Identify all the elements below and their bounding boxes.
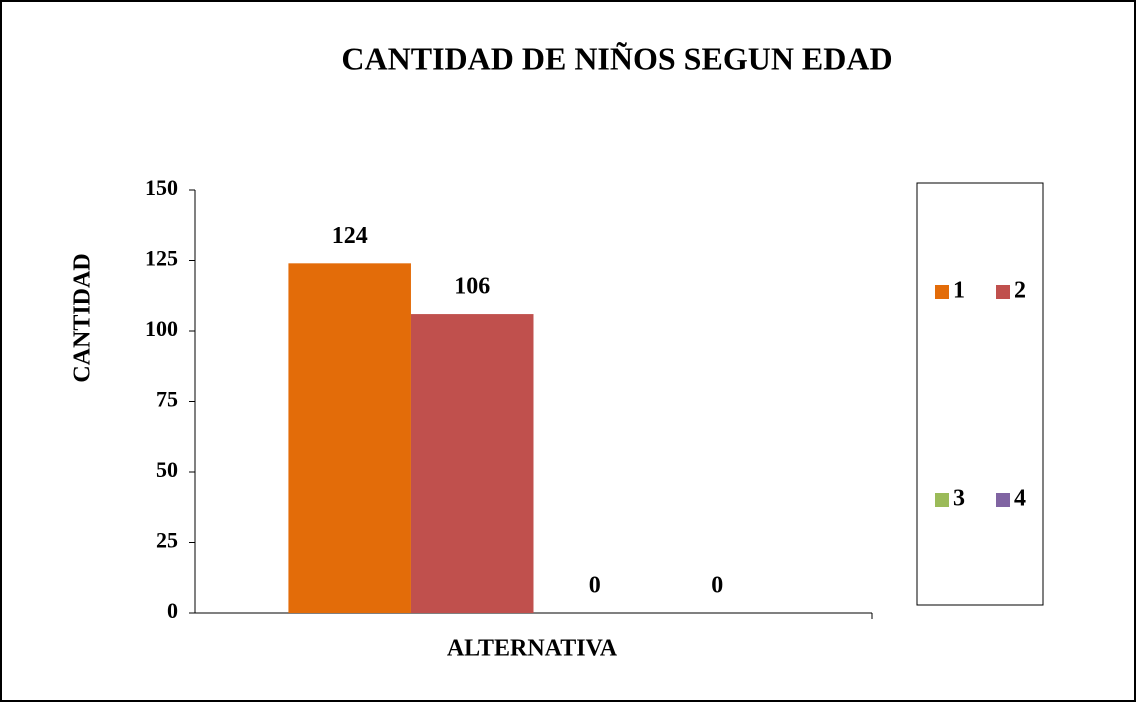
- legend-label: 2: [1014, 278, 1026, 304]
- y-tick-label: 50: [156, 457, 178, 482]
- y-tick-label: 0: [167, 598, 178, 623]
- y-tick-label: 150: [145, 175, 178, 200]
- data-label: 0: [711, 573, 723, 599]
- chart-title: CANTIDAD DE NIÑOS SEGUN EDAD: [341, 40, 892, 76]
- legend-swatch: [935, 493, 949, 507]
- legend-label: 4: [1014, 486, 1026, 512]
- bar: [410, 314, 534, 613]
- y-tick-label: 100: [145, 316, 178, 341]
- data-label: 106: [454, 274, 490, 300]
- data-label: 124: [332, 223, 368, 249]
- legend-box: [916, 182, 1044, 606]
- legend-swatch: [996, 285, 1010, 299]
- bar: [288, 263, 411, 613]
- legend-swatch: [996, 493, 1010, 507]
- y-axis-title: CANTIDAD: [70, 253, 96, 382]
- y-tick-label: 75: [156, 387, 178, 412]
- y-tick-label: 125: [145, 246, 178, 271]
- data-label: 0: [589, 573, 601, 599]
- y-tick-label: 25: [156, 528, 178, 553]
- x-axis-title: ALTERNATIVA: [447, 636, 618, 662]
- legend-swatch: [935, 285, 949, 299]
- legend-label: 3: [953, 486, 965, 512]
- legend-label: 1: [953, 278, 965, 304]
